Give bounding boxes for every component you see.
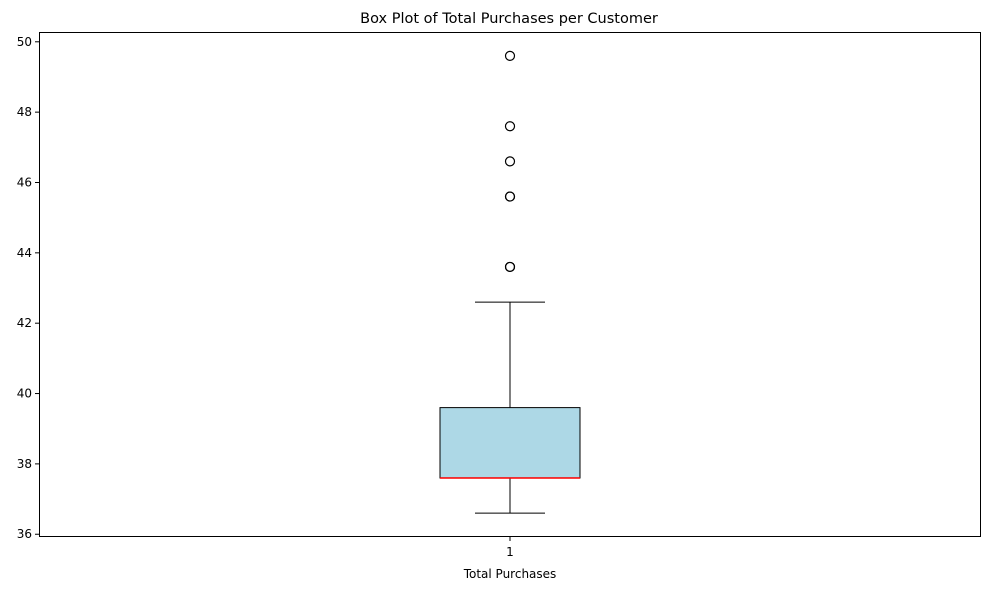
outlier-point xyxy=(504,191,516,202)
x-axis-label: Total Purchases xyxy=(463,567,557,581)
outlier-point xyxy=(504,121,516,132)
y-tick-label: 44 xyxy=(17,246,32,260)
outlier-point xyxy=(504,261,516,273)
box-group xyxy=(439,50,581,514)
chart-title: Box Plot of Total Purchases per Customer xyxy=(360,11,658,27)
y-tick-label: 46 xyxy=(17,175,32,189)
outlier-point xyxy=(504,50,516,61)
y-tick-label: 48 xyxy=(17,105,32,119)
y-axis: 36 38 40 42 44 46 48 50 xyxy=(17,35,40,541)
x-axis: 1 xyxy=(506,536,514,559)
plot-frame xyxy=(39,32,981,537)
y-tick-label: 38 xyxy=(17,457,32,471)
y-tick-label: 40 xyxy=(17,387,32,401)
iqr-box xyxy=(439,407,581,479)
y-tick-label: 36 xyxy=(17,527,32,541)
outlier-point xyxy=(504,156,516,167)
x-tick-label: 1 xyxy=(506,545,514,559)
y-tick-label: 42 xyxy=(17,316,32,330)
y-tick-label: 50 xyxy=(17,35,32,49)
